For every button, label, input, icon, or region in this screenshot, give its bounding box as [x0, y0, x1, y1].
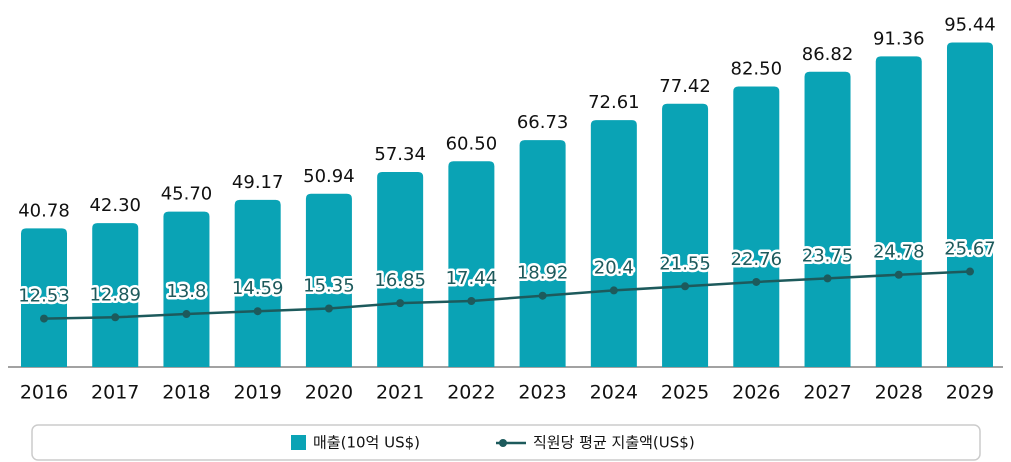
line-point [823, 274, 832, 283]
bar-value-label: 82.50 [731, 59, 783, 80]
x-tick-label: 2023 [518, 382, 566, 404]
x-tick-label: 2016 [20, 382, 68, 404]
bar [305, 193, 352, 367]
bar-value-label: 66.73 [517, 112, 569, 133]
x-tick-label: 2024 [590, 382, 638, 404]
bar [234, 199, 281, 367]
line-value-label: 13.8 [166, 281, 206, 302]
line-value-label: 24.78 [873, 242, 925, 263]
bar [733, 86, 780, 367]
bar-value-label: 42.30 [89, 195, 141, 216]
x-tick-label: 2028 [875, 382, 923, 404]
x-tick-label: 2020 [305, 382, 353, 404]
bar-value-label: 49.17 [232, 172, 284, 193]
line-value-label: 18.92 [517, 263, 569, 284]
bar [21, 228, 67, 367]
x-tick-label: 2027 [803, 382, 851, 404]
legend-label: 직원당 평균 지출액(US$) [533, 434, 695, 452]
bar [163, 211, 210, 367]
line-point [752, 277, 761, 286]
line-point [965, 267, 974, 276]
line-point [609, 286, 618, 295]
x-tick-label: 2026 [732, 382, 780, 404]
bar-value-label: 45.70 [161, 184, 213, 205]
line-value-label: 25.67 [944, 239, 996, 260]
line-point [538, 291, 547, 300]
bar [875, 56, 922, 367]
bar [92, 223, 139, 367]
bar [662, 103, 709, 367]
x-tick-label: 2021 [376, 382, 424, 404]
line-value-label: 16.85 [374, 270, 426, 291]
bar-value-label: 77.42 [659, 76, 711, 97]
line-value-label: 12.89 [89, 284, 141, 305]
legend-swatch [291, 435, 306, 450]
x-tick-label: 2019 [234, 382, 282, 404]
bar-value-label: 86.82 [802, 44, 854, 65]
bar [377, 172, 424, 367]
bar-value-label: 50.94 [303, 166, 355, 187]
line-value-label: 21.55 [659, 253, 711, 274]
bar-value-label: 40.78 [18, 200, 70, 221]
bar [448, 161, 495, 367]
line-point [253, 307, 262, 316]
line-value-label: 14.59 [232, 278, 284, 299]
line-value-label: 22.76 [731, 249, 783, 270]
line-point [324, 304, 333, 313]
bar-value-label: 60.50 [446, 133, 498, 154]
line-value-label: 15.35 [303, 275, 355, 296]
x-tick-label: 2017 [91, 382, 139, 404]
bar [590, 120, 637, 367]
line-point [467, 297, 476, 306]
legend-marker [499, 439, 507, 447]
legend-label: 매출(10억 US$) [313, 434, 420, 452]
x-tick-label: 2022 [447, 382, 495, 404]
line-point [111, 313, 120, 322]
x-tick-label: 2018 [162, 382, 210, 404]
line-value-label: 20.4 [594, 257, 634, 278]
bar-value-label: 95.44 [944, 15, 996, 36]
line-point [396, 299, 405, 308]
line-point [40, 314, 48, 323]
bar [804, 71, 851, 367]
bar-value-label: 57.34 [374, 144, 426, 165]
x-tick-label: 2029 [946, 382, 994, 404]
line-point [681, 282, 690, 291]
x-tick-label: 2025 [661, 382, 709, 404]
line-value-label: 12.53 [18, 286, 70, 307]
bar-value-label: 91.36 [873, 28, 925, 49]
line-value-label: 17.44 [446, 268, 498, 289]
line-point [894, 270, 903, 279]
bar [946, 42, 993, 368]
bar [519, 140, 566, 367]
line-point [182, 310, 191, 319]
line-value-label: 23.75 [802, 245, 854, 266]
bar-value-label: 72.61 [588, 92, 640, 113]
line [43, 270, 971, 320]
